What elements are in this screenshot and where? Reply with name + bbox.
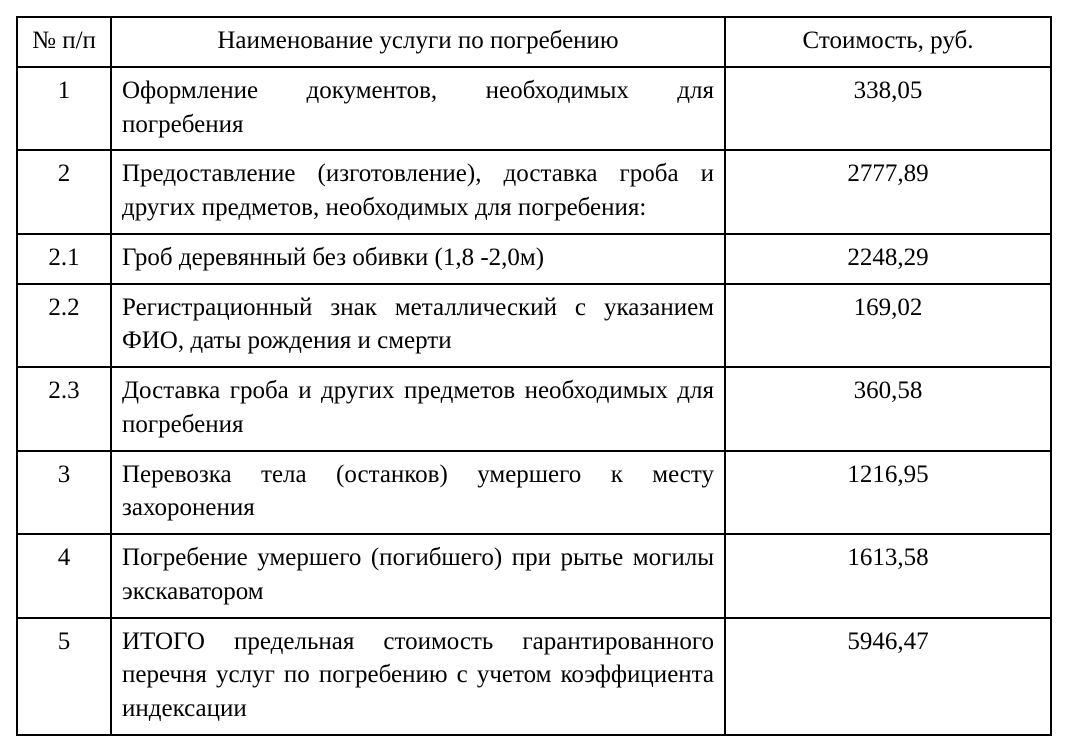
cell-name: Оформление документов, необходимых для п…	[111, 67, 725, 151]
burial-services-table: № п/п Наименование услуги по погребению …	[16, 16, 1052, 736]
col-header-name: Наименование услуги по погребению	[111, 17, 725, 67]
cell-num: 2.1	[17, 234, 111, 284]
table-row: 2.2 Регистрационный знак металлический с…	[17, 284, 1051, 368]
cell-num: 2	[17, 150, 111, 234]
cell-cost: 2248,29	[725, 234, 1051, 284]
col-header-cost: Стоимость, руб.	[725, 17, 1051, 67]
cell-name: Предоставление (изготовление), доставка …	[111, 150, 725, 234]
cell-num: 5	[17, 618, 111, 735]
cell-cost: 169,02	[725, 284, 1051, 368]
table-row: 2 Предоставление (изготовление), доставк…	[17, 150, 1051, 234]
cell-name: Регистрационный знак металлический с ука…	[111, 284, 725, 368]
cell-num: 2.2	[17, 284, 111, 368]
cell-cost: 338,05	[725, 67, 1051, 151]
cell-num: 4	[17, 534, 111, 618]
cell-cost: 1613,58	[725, 534, 1051, 618]
cell-cost: 2777,89	[725, 150, 1051, 234]
cell-name: Доставка гроба и других предметов необхо…	[111, 367, 725, 451]
table-header-row: № п/п Наименование услуги по погребению …	[17, 17, 1051, 67]
cell-name: Погребение умершего (погибшего) при рыть…	[111, 534, 725, 618]
cell-name: Перевозка тела (останков) умершего к мес…	[111, 451, 725, 535]
table-row: 2.1 Гроб деревянный без обивки (1,8 -2,0…	[17, 234, 1051, 284]
table-row: 5 ИТОГО предельная стоимость гарантирова…	[17, 618, 1051, 735]
table-row: 3 Перевозка тела (останков) умершего к м…	[17, 451, 1051, 535]
table-row: 1 Оформление документов, необходимых для…	[17, 67, 1051, 151]
cell-num: 2.3	[17, 367, 111, 451]
table-row: 2.3 Доставка гроба и других предметов не…	[17, 367, 1051, 451]
cell-num: 3	[17, 451, 111, 535]
cell-cost: 360,58	[725, 367, 1051, 451]
table-body: 1 Оформление документов, необходимых для…	[17, 67, 1051, 735]
col-header-num: № п/п	[17, 17, 111, 67]
cell-name: ИТОГО предельная стоимость гарантированн…	[111, 618, 725, 735]
cell-cost: 5946,47	[725, 618, 1051, 735]
cell-cost: 1216,95	[725, 451, 1051, 535]
table-row: 4 Погребение умершего (погибшего) при ры…	[17, 534, 1051, 618]
cell-num: 1	[17, 67, 111, 151]
cell-name: Гроб деревянный без обивки (1,8 -2,0м)	[111, 234, 725, 284]
